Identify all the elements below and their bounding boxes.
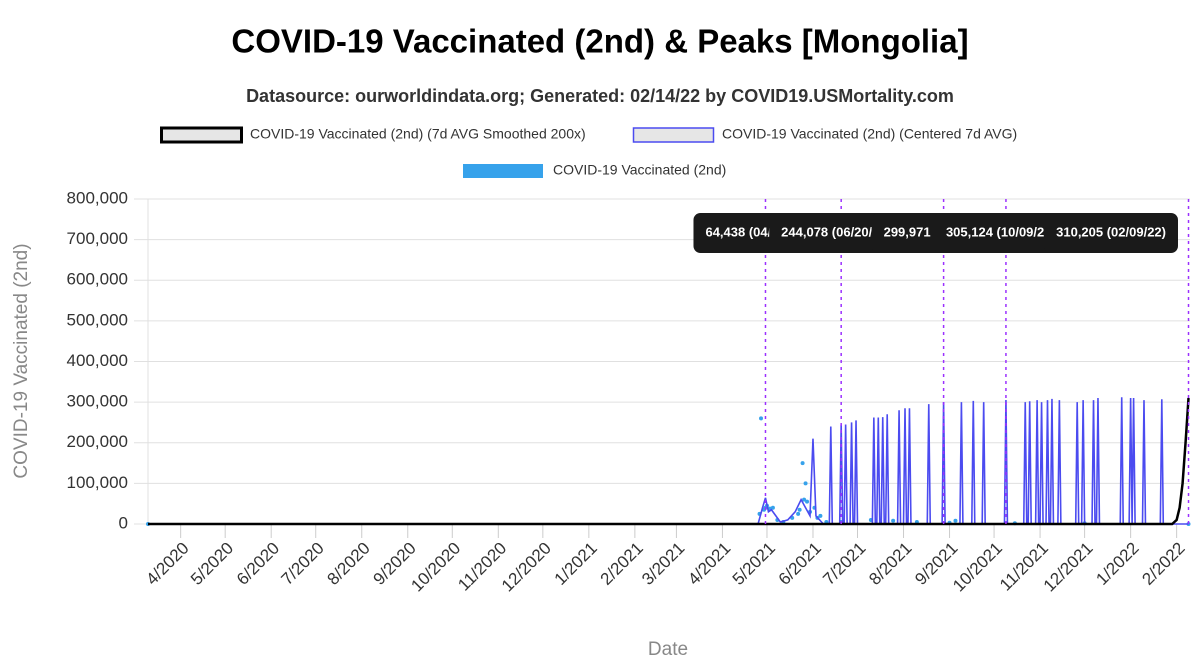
x-tick-label: 5/2020: [187, 539, 237, 589]
data-point: [759, 416, 764, 421]
chart-subtitle: Datasource: ourworldindata.org; Generate…: [246, 86, 954, 106]
peak-label-box: [933, 213, 1068, 253]
data-point: [803, 481, 808, 486]
data-point: [818, 513, 823, 518]
x-tick-label: 4/2021: [684, 539, 734, 589]
legend-label: COVID-19 Vaccinated (2nd): [553, 162, 726, 178]
legend-swatch: [632, 127, 715, 143]
data-point: [953, 518, 958, 523]
data-point: [770, 505, 775, 510]
x-tick-label: 1/2022: [1092, 539, 1142, 589]
x-tick-label: 1/2021: [551, 539, 601, 589]
x-tick-label: 4/2020: [142, 539, 192, 589]
x-tick-label: 8/2021: [865, 539, 915, 589]
peak-annotation: 305,124 (10/09/21): [933, 213, 1068, 253]
y-axis-title: COVID-19 Vaccinated (2nd): [11, 243, 32, 478]
peak-label-box: [1044, 213, 1178, 253]
y-tick-label: 100,000: [67, 473, 128, 492]
x-tick-label: 6/2021: [775, 539, 825, 589]
y-tick-label: 400,000: [67, 351, 128, 370]
x-tick-label: 6/2020: [233, 539, 283, 589]
data-point: [796, 511, 801, 516]
x-tick-label: 12/2020: [498, 539, 555, 596]
x-tick-label: 7/2021: [819, 539, 869, 589]
series-line: [148, 397, 1189, 525]
x-tick-label: 8/2020: [324, 539, 374, 589]
x-tick-label: 10/2021: [949, 539, 1006, 596]
peak-label: 310,205 (02/09/22): [1056, 224, 1166, 239]
x-tick-label: 10/2020: [407, 539, 464, 596]
x-tick-label: 7/2020: [278, 539, 328, 589]
x-tick-label: 3/2021: [638, 539, 688, 589]
x-tick-label: 12/2021: [1040, 539, 1097, 596]
data-point: [805, 499, 810, 504]
peak-annotation: 244,078 (06/20/21): [769, 213, 904, 253]
x-tick-label: 2/2021: [597, 539, 647, 589]
peak-annotation: 310,205 (02/09/22): [1044, 213, 1178, 253]
series-line: [148, 397, 1190, 526]
y-tick-label: 300,000: [67, 392, 128, 411]
chart-title: COVID-19 Vaccinated (2nd) & Peaks [Mongo…: [231, 23, 968, 60]
data-point: [891, 518, 896, 523]
y-tick-label: 0: [119, 513, 128, 532]
peak-label: 305,124 (10/09/21): [946, 224, 1056, 239]
y-tick-label: 500,000: [67, 310, 128, 329]
legend-swatch: [160, 126, 243, 144]
x-tick-label: 2/2022: [1138, 539, 1188, 589]
x-tick-label: 5/2021: [729, 539, 779, 589]
legend-label: COVID-19 Vaccinated (2nd) (Centered 7d A…: [722, 126, 1017, 142]
y-tick-label: 700,000: [67, 229, 128, 248]
peak-label-box: [769, 213, 904, 253]
y-tick-label: 600,000: [67, 270, 128, 289]
data-point: [800, 461, 805, 466]
legend-swatch: [463, 164, 543, 178]
data-point: [802, 497, 807, 502]
peak-label: 244,078 (06/20/21): [781, 224, 891, 239]
y-tick-label: 800,000: [67, 188, 128, 207]
y-tick-label: 200,000: [67, 432, 128, 451]
data-point: [797, 507, 802, 512]
legend-label: COVID-19 Vaccinated (2nd) (7d AVG Smooth…: [250, 126, 586, 142]
x-axis-title: Date: [648, 639, 688, 660]
